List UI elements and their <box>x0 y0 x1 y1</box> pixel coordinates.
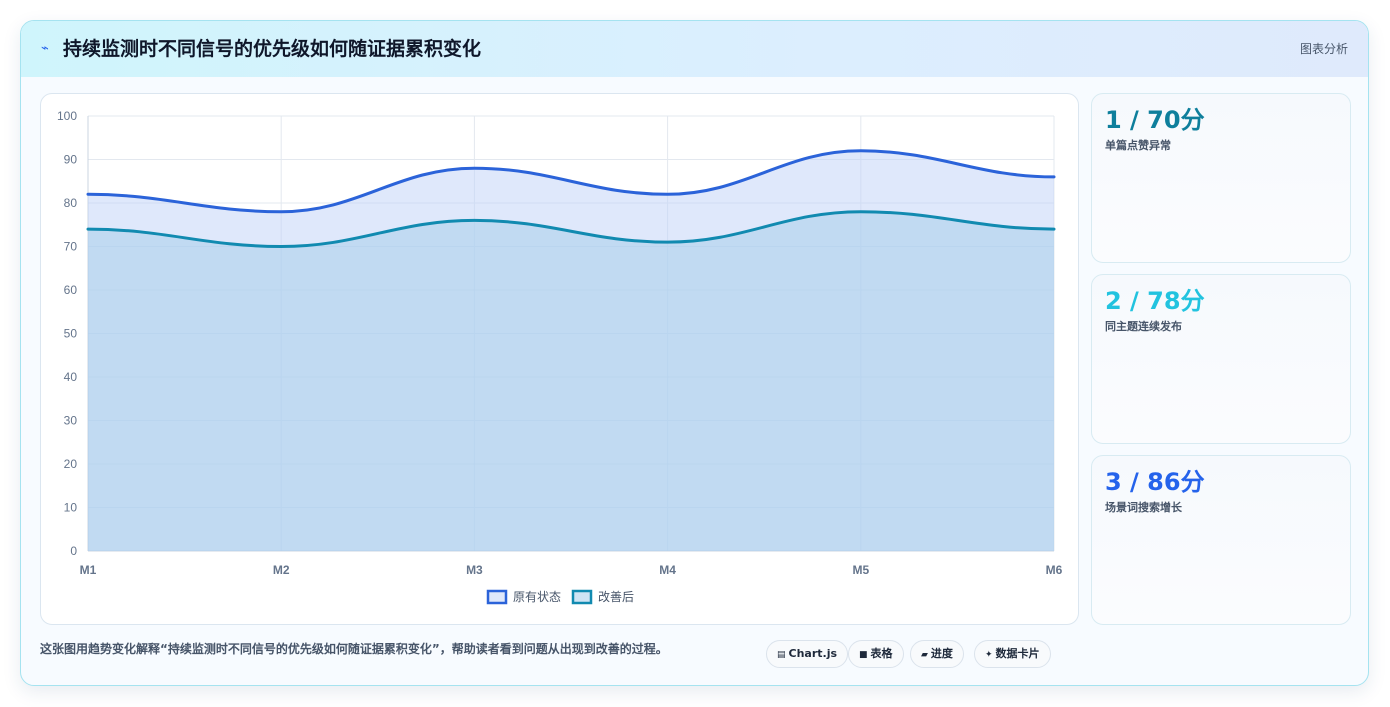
series-area-2 <box>88 211 1054 551</box>
y-tick-label: 10 <box>64 501 78 515</box>
metric-value: 3 / 86分 <box>1105 468 1205 496</box>
chart-caption: 这张图用趋势变化解释“持续监测时不同信号的优先级如何随证据累积变化”，帮助读者看… <box>40 642 668 656</box>
legend-swatch <box>571 589 593 605</box>
legend-swatch <box>486 589 508 605</box>
series-line-1 <box>86 149 1056 214</box>
series-line-2 <box>86 210 1056 249</box>
card-title: 持续监测时不同信号的优先级如何随证据累积变化 <box>63 38 482 60</box>
chip-table[interactable]: ■ 表格 <box>848 640 904 668</box>
y-tick-label: 0 <box>70 544 77 558</box>
x-tick-label: M2 <box>273 563 290 577</box>
metric-card-1: 1 / 70分 单篇点赞异常 <box>1091 93 1351 263</box>
x-tick-label: M1 <box>80 563 97 577</box>
y-tick-label: 80 <box>64 196 78 210</box>
x-tick-label: M4 <box>659 563 676 577</box>
chip-data-card[interactable]: ✦ 数据卡片 <box>974 640 1051 668</box>
metric-label: 同主题连续发布 <box>1105 320 1182 333</box>
y-tick-label: 90 <box>64 153 78 167</box>
chip-progress[interactable]: ▰ 进度 <box>910 640 964 668</box>
chip-label: Chart.js <box>788 647 838 660</box>
x-tick-label: M5 <box>852 563 869 577</box>
metric-value: 1 / 70分 <box>1105 106 1205 134</box>
chip-label: 数据卡片 <box>995 647 1040 660</box>
card-header: ⌁ 持续监测时不同信号的优先级如何随证据累积变化 图表分析 <box>21 21 1368 77</box>
progress-icon: ▰ <box>921 650 928 660</box>
metric-label: 单篇点赞异常 <box>1105 139 1171 152</box>
y-tick-label: 70 <box>64 240 78 254</box>
chip-chartjs[interactable]: ▤ Chart.js <box>766 640 849 668</box>
chart-icon: ▤ <box>777 650 786 660</box>
metric-card-3: 3 / 86分 场景词搜索增长 <box>1091 455 1351 625</box>
x-tick-label: M3 <box>466 563 483 577</box>
chip-label: 进度 <box>930 647 953 660</box>
chart-panel: 0 10 20 30 40 50 60 70 80 90 100 M1 M2 M3 M4 M5 M6 原有状态 改善… <box>40 93 1079 625</box>
y-tick-label: 100 <box>57 109 77 123</box>
metric-value: 2 / 78分 <box>1105 287 1205 315</box>
table-icon: ■ <box>859 650 868 660</box>
legend-label: 原有状态 <box>513 590 561 604</box>
y-tick-label: 30 <box>64 414 78 428</box>
chart-card: ⌁ 持续监测时不同信号的优先级如何随证据累积变化 图表分析 0 10 20 30 40 5… <box>20 20 1369 686</box>
legend-label: 改善后 <box>598 589 634 604</box>
y-tick-label: 60 <box>64 283 78 297</box>
chip-label: 表格 <box>870 647 893 660</box>
card-icon: ✦ <box>985 650 993 660</box>
y-tick-label: 50 <box>64 327 78 341</box>
area-chart: 0 10 20 30 40 50 60 70 80 90 100 M1 M2 M3 M4 M5 M6 原有状态 改善… <box>57 109 1063 605</box>
metric-card-2: 2 / 78分 同主题连续发布 <box>1091 274 1351 444</box>
y-tick-label: 40 <box>64 370 78 384</box>
metric-label: 场景词搜索增长 <box>1105 501 1182 514</box>
bolt-icon: ⌁ <box>41 41 49 56</box>
chart-analysis-tag: 图表分析 <box>1299 42 1348 56</box>
y-tick-label: 20 <box>64 457 78 471</box>
x-tick-label: M6 <box>1046 563 1063 577</box>
